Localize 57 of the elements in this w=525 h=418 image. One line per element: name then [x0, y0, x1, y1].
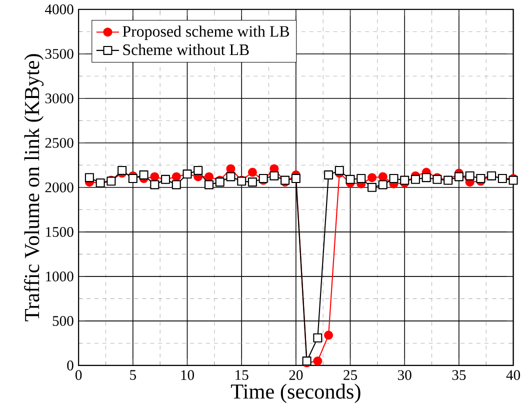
y-axis-title: Traffic Volume on link (KByte): [24, 54, 44, 322]
point: [150, 172, 160, 182]
point: [172, 180, 181, 190]
point: [368, 182, 377, 192]
legend-label: Scheme without LB: [123, 44, 249, 56]
point: [204, 172, 214, 182]
y-tick-label: 3000: [45, 93, 74, 104]
point: [324, 170, 334, 180]
point: [226, 172, 236, 182]
point: [422, 173, 431, 182]
y-tick-label: 1500: [46, 226, 74, 237]
point: [248, 177, 257, 186]
point: [313, 356, 322, 366]
point: [194, 166, 203, 175]
x-tick-label: 25: [344, 370, 357, 380]
y-tick-label: 0: [67, 360, 74, 370]
point: [400, 176, 410, 185]
y-tick-label: 4000: [45, 4, 74, 14]
x-tick-label: 15: [236, 370, 248, 380]
legend-label: Proposed scheme with LB: [122, 26, 289, 40]
point: [356, 174, 366, 183]
point: [139, 170, 148, 180]
point: [270, 171, 279, 180]
x-axis-title: Time (seconds): [230, 384, 360, 403]
point: [204, 180, 214, 190]
point: [226, 164, 236, 174]
x-tick-label: 20: [289, 370, 303, 380]
point: [118, 166, 127, 175]
point: [454, 172, 464, 182]
x-tick-label: 35: [452, 370, 466, 380]
point: [465, 171, 474, 180]
point: [410, 174, 420, 184]
point: [476, 174, 486, 183]
point: [248, 168, 257, 177]
point: [378, 180, 388, 190]
point: [313, 333, 322, 342]
x-tick-label: 10: [181, 370, 194, 380]
point: [324, 330, 334, 340]
point: [389, 174, 398, 183]
x-tick-label: 30: [398, 370, 412, 380]
point: [368, 173, 377, 182]
x-tick-label: 5: [130, 370, 136, 380]
y-tick-label: 2500: [45, 138, 74, 148]
point: [84, 173, 94, 182]
y-tick-label: 3500: [45, 48, 74, 59]
y-tick-label: 500: [52, 316, 74, 326]
x-tick-label: 0: [76, 370, 82, 380]
point: [128, 174, 138, 183]
point: [150, 180, 160, 190]
y-tick-label: 1000: [46, 271, 74, 282]
point: [378, 172, 388, 182]
point: [172, 172, 181, 182]
x-tick-label: 40: [506, 370, 520, 380]
point: [334, 166, 344, 175]
point: [346, 174, 355, 184]
y-tick-label: 2000: [45, 182, 74, 192]
point: [291, 174, 300, 183]
